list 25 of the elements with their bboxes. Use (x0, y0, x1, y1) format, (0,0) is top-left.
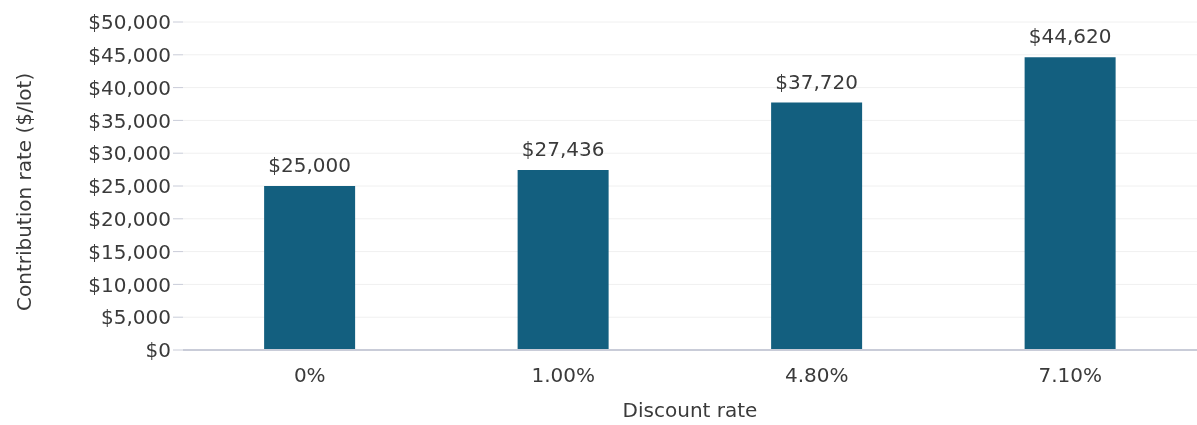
data-label: $27,436 (521, 137, 605, 162)
y-tick-label: $20,000 (88, 206, 171, 231)
y-tick-label: $40,000 (88, 75, 171, 100)
y-tick-label: $50,000 (88, 10, 171, 35)
bar (1024, 57, 1116, 350)
bar (771, 102, 863, 350)
data-label: $25,000 (268, 153, 351, 177)
bar (517, 170, 609, 350)
x-tick-label: 4.80% (784, 363, 849, 388)
y-tick-label: $0 (145, 338, 171, 363)
y-tick-label: $30,000 (88, 141, 171, 166)
x-tick-label: 7.10% (1038, 363, 1103, 388)
x-axis-title: Discount rate (622, 398, 758, 422)
data-label: $44,620 (1028, 24, 1112, 49)
x-tick-label: 1.00% (531, 363, 596, 388)
y-tick-label: $5,000 (101, 305, 171, 330)
y-tick-label: $25,000 (88, 174, 171, 199)
y-tick-label: $10,000 (88, 272, 171, 297)
x-tick-label: 0% (293, 363, 326, 388)
y-tick-label: $15,000 (88, 239, 171, 264)
y-tick-label: $35,000 (88, 108, 171, 133)
bar (264, 186, 356, 350)
y-axis-title: Contribution rate ($/lot) (12, 72, 37, 311)
y-tick-label: $45,000 (88, 42, 171, 67)
data-label: $37,720 (775, 69, 858, 94)
